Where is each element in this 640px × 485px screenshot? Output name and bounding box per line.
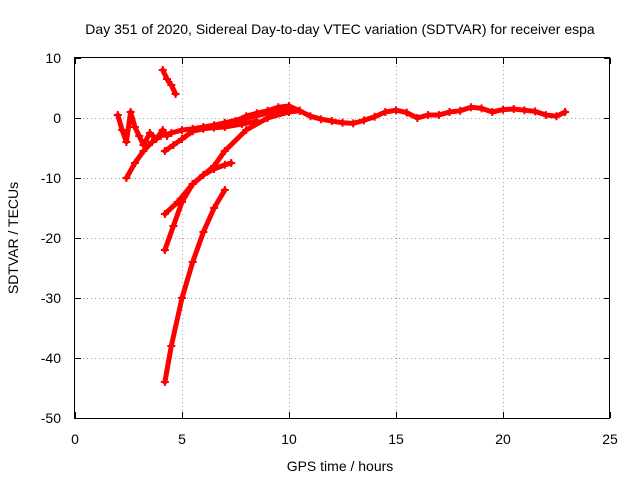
data-point-track-main-27 <box>509 105 518 113</box>
data-point-track-main-21 <box>445 108 454 116</box>
data-point-track-main-18 <box>413 114 422 122</box>
data-point-track-early-5 <box>135 132 144 140</box>
data-point-track-deep-5 <box>210 204 219 212</box>
data-point-track-low-band-2 <box>178 135 186 143</box>
data-point-track-early-9 <box>158 126 167 134</box>
data-point-track-main-23 <box>466 103 475 112</box>
data-point-track-rise-13 <box>285 105 293 113</box>
data-point-track-main-28 <box>520 106 529 115</box>
data-point-track-mid-0 <box>160 246 169 254</box>
data-point-track-low-band-8 <box>252 117 261 125</box>
data-point-track-main-32 <box>561 108 570 116</box>
data-point-track-low-band-5 <box>210 123 219 132</box>
data-point-track-upper-5 <box>220 160 229 169</box>
data-point-track-upper-2 <box>188 180 197 188</box>
data-point-track-upper-4 <box>210 165 219 173</box>
y-tick-label-5: -40 <box>41 350 61 366</box>
data-point-track-rise-6 <box>178 126 186 134</box>
data-point-track-main-31 <box>552 112 561 121</box>
y-tick-label-2: -10 <box>41 170 61 186</box>
tick-layer <box>75 58 611 419</box>
series-track-high <box>160 67 179 97</box>
data-point-track-rise-5 <box>167 129 176 137</box>
data-point-track-low-band-4 <box>199 124 208 133</box>
data-point-track-upper-6 <box>227 159 236 167</box>
y-tick-label-3: -20 <box>41 230 61 246</box>
data-layer <box>113 66 570 386</box>
data-point-track-main-13 <box>359 116 368 125</box>
x-tick-label-4: 20 <box>495 431 511 447</box>
y-tick-label-1: 0 <box>53 110 61 126</box>
data-point-track-early-4 <box>130 123 139 131</box>
data-point-track-high-2 <box>167 81 176 89</box>
data-point-track-main-19 <box>424 111 433 119</box>
data-point-track-early-7 <box>145 129 154 137</box>
label-layer: 0 5 10 15 20 25 10 0 -10 -20 -30 -40 -50 <box>41 50 618 447</box>
data-point-track-low-band-1 <box>169 141 178 149</box>
data-point-track-rise-3 <box>148 138 157 146</box>
data-point-track-main-15 <box>381 108 390 116</box>
data-point-track-rise-0 <box>122 174 131 182</box>
x-tick-label-2: 10 <box>281 431 297 447</box>
data-point-track-early-2 <box>122 138 131 146</box>
data-point-track-low-band-7 <box>237 120 246 128</box>
data-point-track-upper-1 <box>173 198 182 206</box>
y-tick-label-6: -50 <box>41 410 61 426</box>
data-point-track-high-3 <box>171 90 180 98</box>
data-point-track-main-10 <box>327 117 336 125</box>
data-point-track-deep-1 <box>167 342 176 350</box>
x-axis-label: GPS time / hours <box>287 458 394 474</box>
data-point-track-deep-0 <box>160 378 169 386</box>
grid-layer <box>75 58 610 418</box>
data-point-track-upper-0 <box>160 210 169 218</box>
x-tick-label-1: 5 <box>178 431 186 447</box>
data-point-track-low-band-3 <box>188 127 197 136</box>
data-point-track-early-8 <box>152 135 161 143</box>
data-point-track-main-26 <box>499 105 507 114</box>
data-point-track-early-10 <box>163 132 172 140</box>
data-point-track-main-9 <box>317 115 326 124</box>
y-axis-label: SDTVAR / TECUs <box>5 182 21 294</box>
data-point-track-main-25 <box>488 108 497 116</box>
data-point-track-low-band-0 <box>160 147 169 155</box>
data-point-track-low-band-6 <box>220 123 229 131</box>
x-tick-label-5: 25 <box>602 431 618 447</box>
x-tick-label-0: 0 <box>71 431 79 447</box>
data-point-track-main-8 <box>306 112 315 121</box>
chart-title: Day 351 of 2020, Sidereal Day-to-day VTE… <box>85 21 595 37</box>
data-point-track-main-22 <box>456 106 465 115</box>
data-point-track-main-16 <box>392 106 400 115</box>
data-point-track-deep-6 <box>220 186 229 194</box>
data-point-track-main-20 <box>434 111 443 119</box>
data-point-track-rise-12 <box>263 109 272 118</box>
data-point-track-mid-10 <box>295 106 304 115</box>
data-point-track-early-1 <box>118 126 127 134</box>
y-tick-label-4: -30 <box>41 290 61 306</box>
x-tick-label-3: 15 <box>388 431 404 447</box>
data-point-track-main-14 <box>370 112 379 121</box>
data-point-track-deep-3 <box>188 258 197 266</box>
data-point-track-mid-1 <box>169 222 178 230</box>
data-point-track-early-0 <box>113 111 122 119</box>
data-point-track-deep-2 <box>178 294 186 302</box>
data-point-track-early-6 <box>139 141 148 149</box>
y-tick-label-0: 10 <box>45 50 61 66</box>
data-point-track-main-11 <box>338 118 347 127</box>
data-point-track-high-1 <box>163 75 172 83</box>
data-point-track-main-12 <box>349 119 358 128</box>
data-point-track-mid-6 <box>220 147 229 155</box>
data-point-track-main-17 <box>402 108 411 117</box>
data-point-track-deep-4 <box>199 228 208 236</box>
data-point-track-main-29 <box>531 107 540 116</box>
data-point-track-early-3 <box>126 108 135 116</box>
data-point-track-rise-1 <box>130 159 139 167</box>
data-point-track-main-24 <box>477 104 486 113</box>
data-point-track-main-30 <box>541 111 550 119</box>
data-point-track-upper-3 <box>199 171 208 179</box>
data-point-track-high-0 <box>158 66 167 74</box>
data-point-track-mid-7 <box>242 126 251 134</box>
